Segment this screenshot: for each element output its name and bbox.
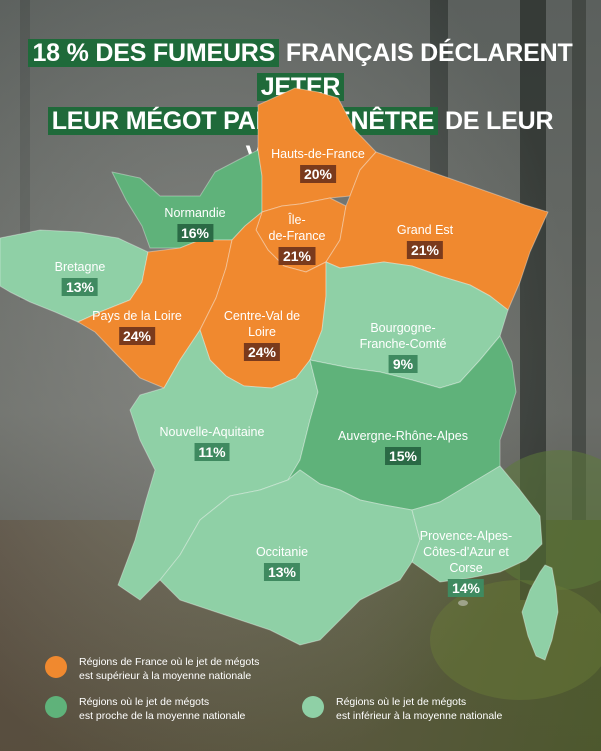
region-name: Bretagne: [54, 260, 106, 274]
region-label: Auvergne-Rhône-Alpes 15%: [338, 428, 468, 465]
region-occitanie: [159, 469, 421, 646]
legend-text: Régions de France où le jet de mégots est…: [79, 655, 259, 683]
title-segment: 18 % DES FUMEURS: [28, 39, 280, 67]
legend-text: Régions où le jet de mégots est inférieur…: [336, 695, 502, 723]
region-name: Hauts-de-France: [271, 147, 365, 161]
region-name: Occitanie: [255, 545, 309, 559]
title-segment: FRANÇAIS DÉCLARENT: [279, 39, 573, 67]
region-name: Provence-Alpes-: [419, 529, 513, 543]
region-name: Côtes-d'Azur et: [423, 545, 509, 559]
region-percentage: 13%: [263, 563, 301, 581]
legend-line: Régions où le jet de mégots: [79, 696, 210, 708]
region-name: Franche-Comté: [359, 337, 447, 351]
region-percentage: 24%: [243, 343, 281, 361]
region-name: Pays de la Loire: [92, 309, 182, 323]
legend-line: Régions où le jet de mégots: [336, 696, 467, 708]
legend-swatch: [45, 696, 67, 718]
region-provence-alpes-cote-dazur: [411, 465, 543, 583]
region-name: Corse: [449, 561, 483, 575]
region-percentage: 11%: [194, 443, 230, 461]
legend-item: Régions où le jet de mégots est proche de…: [45, 695, 245, 723]
region-label: Normandie 16%: [164, 205, 226, 242]
region-label: Nouvelle-Aquitaine 11%: [159, 424, 265, 461]
legend-swatch: [45, 656, 67, 678]
region-name: Normandie: [164, 206, 226, 220]
region-name: Bourgogne-: [370, 321, 436, 335]
region-name: Nouvelle-Aquitaine: [159, 425, 265, 439]
title-line-1: 18 % DES FUMEURS FRANÇAIS DÉCLARENT JETE…: [0, 36, 601, 104]
region-name: Centre-Val de: [223, 309, 301, 323]
region-label: Bretagne 13%: [54, 259, 106, 296]
region-name: Auvergne-Rhône-Alpes: [338, 429, 468, 443]
title-segment: LEUR MÉGOT PAR LA FENÊTRE: [47, 107, 439, 135]
region-label: Bourgogne- Franche-Comté 9%: [359, 320, 447, 373]
region-percentage: 16%: [176, 224, 214, 242]
islet-shape: [458, 600, 468, 606]
region-percentage: 21%: [278, 247, 316, 265]
region-percentage: 14%: [447, 579, 485, 597]
region-percentage: 13%: [61, 278, 99, 296]
region-percentage: 24%: [118, 327, 156, 345]
region-label: Provence-Alpes- Côtes-d'Azur et Corse 14%: [420, 528, 512, 597]
region-percentage: 9%: [388, 355, 418, 373]
region-percentage: 21%: [406, 241, 444, 259]
region-label: Centre-Val de Loire 24%: [224, 308, 300, 361]
region-percentage: 20%: [299, 165, 337, 183]
region-label: Hauts-de-France 20%: [271, 146, 365, 183]
legend-line: est supérieur à la moyenne nationale: [79, 670, 252, 682]
region-label: Île-de-France 21%: [268, 212, 326, 265]
title-segment: JETER: [256, 73, 345, 101]
region-label: Grand Est 21%: [397, 222, 453, 259]
region-name: Île-: [288, 213, 306, 227]
legend-swatch: [302, 696, 324, 718]
region-name: Grand Est: [396, 223, 454, 237]
legend-text: Régions où le jet de mégots est proche de…: [79, 695, 245, 723]
region-label: Pays de la Loire 24%: [92, 308, 182, 345]
region-name: Loire: [248, 325, 276, 339]
region-percentage: 15%: [384, 447, 422, 465]
region-corse: [521, 564, 559, 661]
legend-line: est inférieur à la moyenne nationale: [336, 710, 503, 722]
legend-line: est proche de la moyenne nationale: [79, 710, 246, 722]
legend-line: Régions de France où le jet de mégots: [79, 656, 260, 668]
region-label: Occitanie 13%: [256, 544, 308, 581]
region-name: de-France: [268, 229, 326, 243]
legend-item: Régions de France où le jet de mégots est…: [45, 655, 259, 683]
legend-item: Régions où le jet de mégots est inférieur…: [302, 695, 502, 723]
